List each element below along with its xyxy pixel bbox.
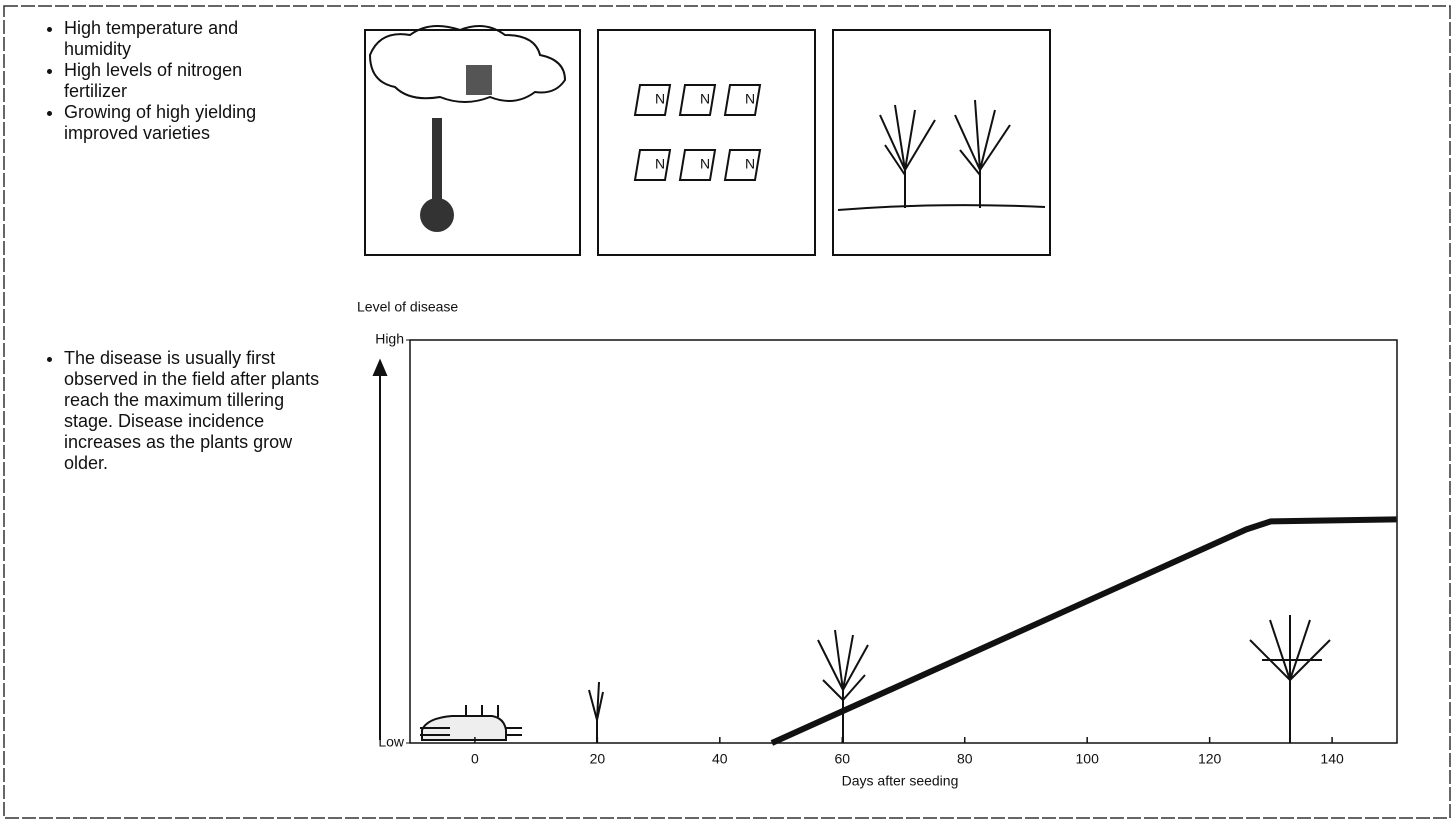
x-tick-label: 0 bbox=[471, 751, 479, 767]
panel-fertilizer: N N N N N N bbox=[597, 29, 816, 256]
condition-item: High levels of nitrogen fertilizer bbox=[64, 60, 306, 102]
x-tick-label: 40 bbox=[712, 751, 728, 767]
x-tick-label: 100 bbox=[1076, 751, 1100, 767]
observation: The disease is usually first observed in… bbox=[46, 348, 321, 474]
x-axis-label: Days after seeding bbox=[842, 773, 959, 789]
panel-weather bbox=[364, 25, 581, 256]
svg-text:N: N bbox=[745, 156, 755, 172]
x-tick-label: 20 bbox=[590, 751, 606, 767]
svg-text:N: N bbox=[655, 91, 665, 107]
growth-stages bbox=[420, 615, 1331, 743]
y-tick-label: Low bbox=[378, 734, 405, 750]
condition-item: Growing of high yielding improved variet… bbox=[64, 102, 306, 144]
x-tick-label: 140 bbox=[1320, 751, 1344, 767]
svg-text:N: N bbox=[745, 91, 755, 107]
disease-line bbox=[770, 516, 1397, 746]
x-tick-label: 80 bbox=[957, 751, 973, 767]
conditions-list: High temperature and humidity High level… bbox=[46, 18, 306, 144]
svg-text:N: N bbox=[700, 91, 710, 107]
x-tick-label: 60 bbox=[834, 751, 850, 767]
svg-text:N: N bbox=[700, 156, 710, 172]
plot-frame bbox=[409, 339, 1398, 744]
svg-text:N: N bbox=[655, 156, 665, 172]
page-border bbox=[3, 5, 1451, 819]
y-axis-label: Level of disease bbox=[357, 299, 458, 315]
y-tick-label: High bbox=[375, 331, 404, 347]
chart: Level of disease Days after seeding 0 20 4… bbox=[357, 299, 1398, 789]
x-tick-label: 120 bbox=[1198, 751, 1222, 767]
y-arrow bbox=[372, 358, 388, 740]
condition-item: High temperature and humidity bbox=[64, 18, 306, 60]
observation-text: The disease is usually first observed in… bbox=[64, 348, 321, 474]
panel-varieties bbox=[832, 29, 1051, 256]
